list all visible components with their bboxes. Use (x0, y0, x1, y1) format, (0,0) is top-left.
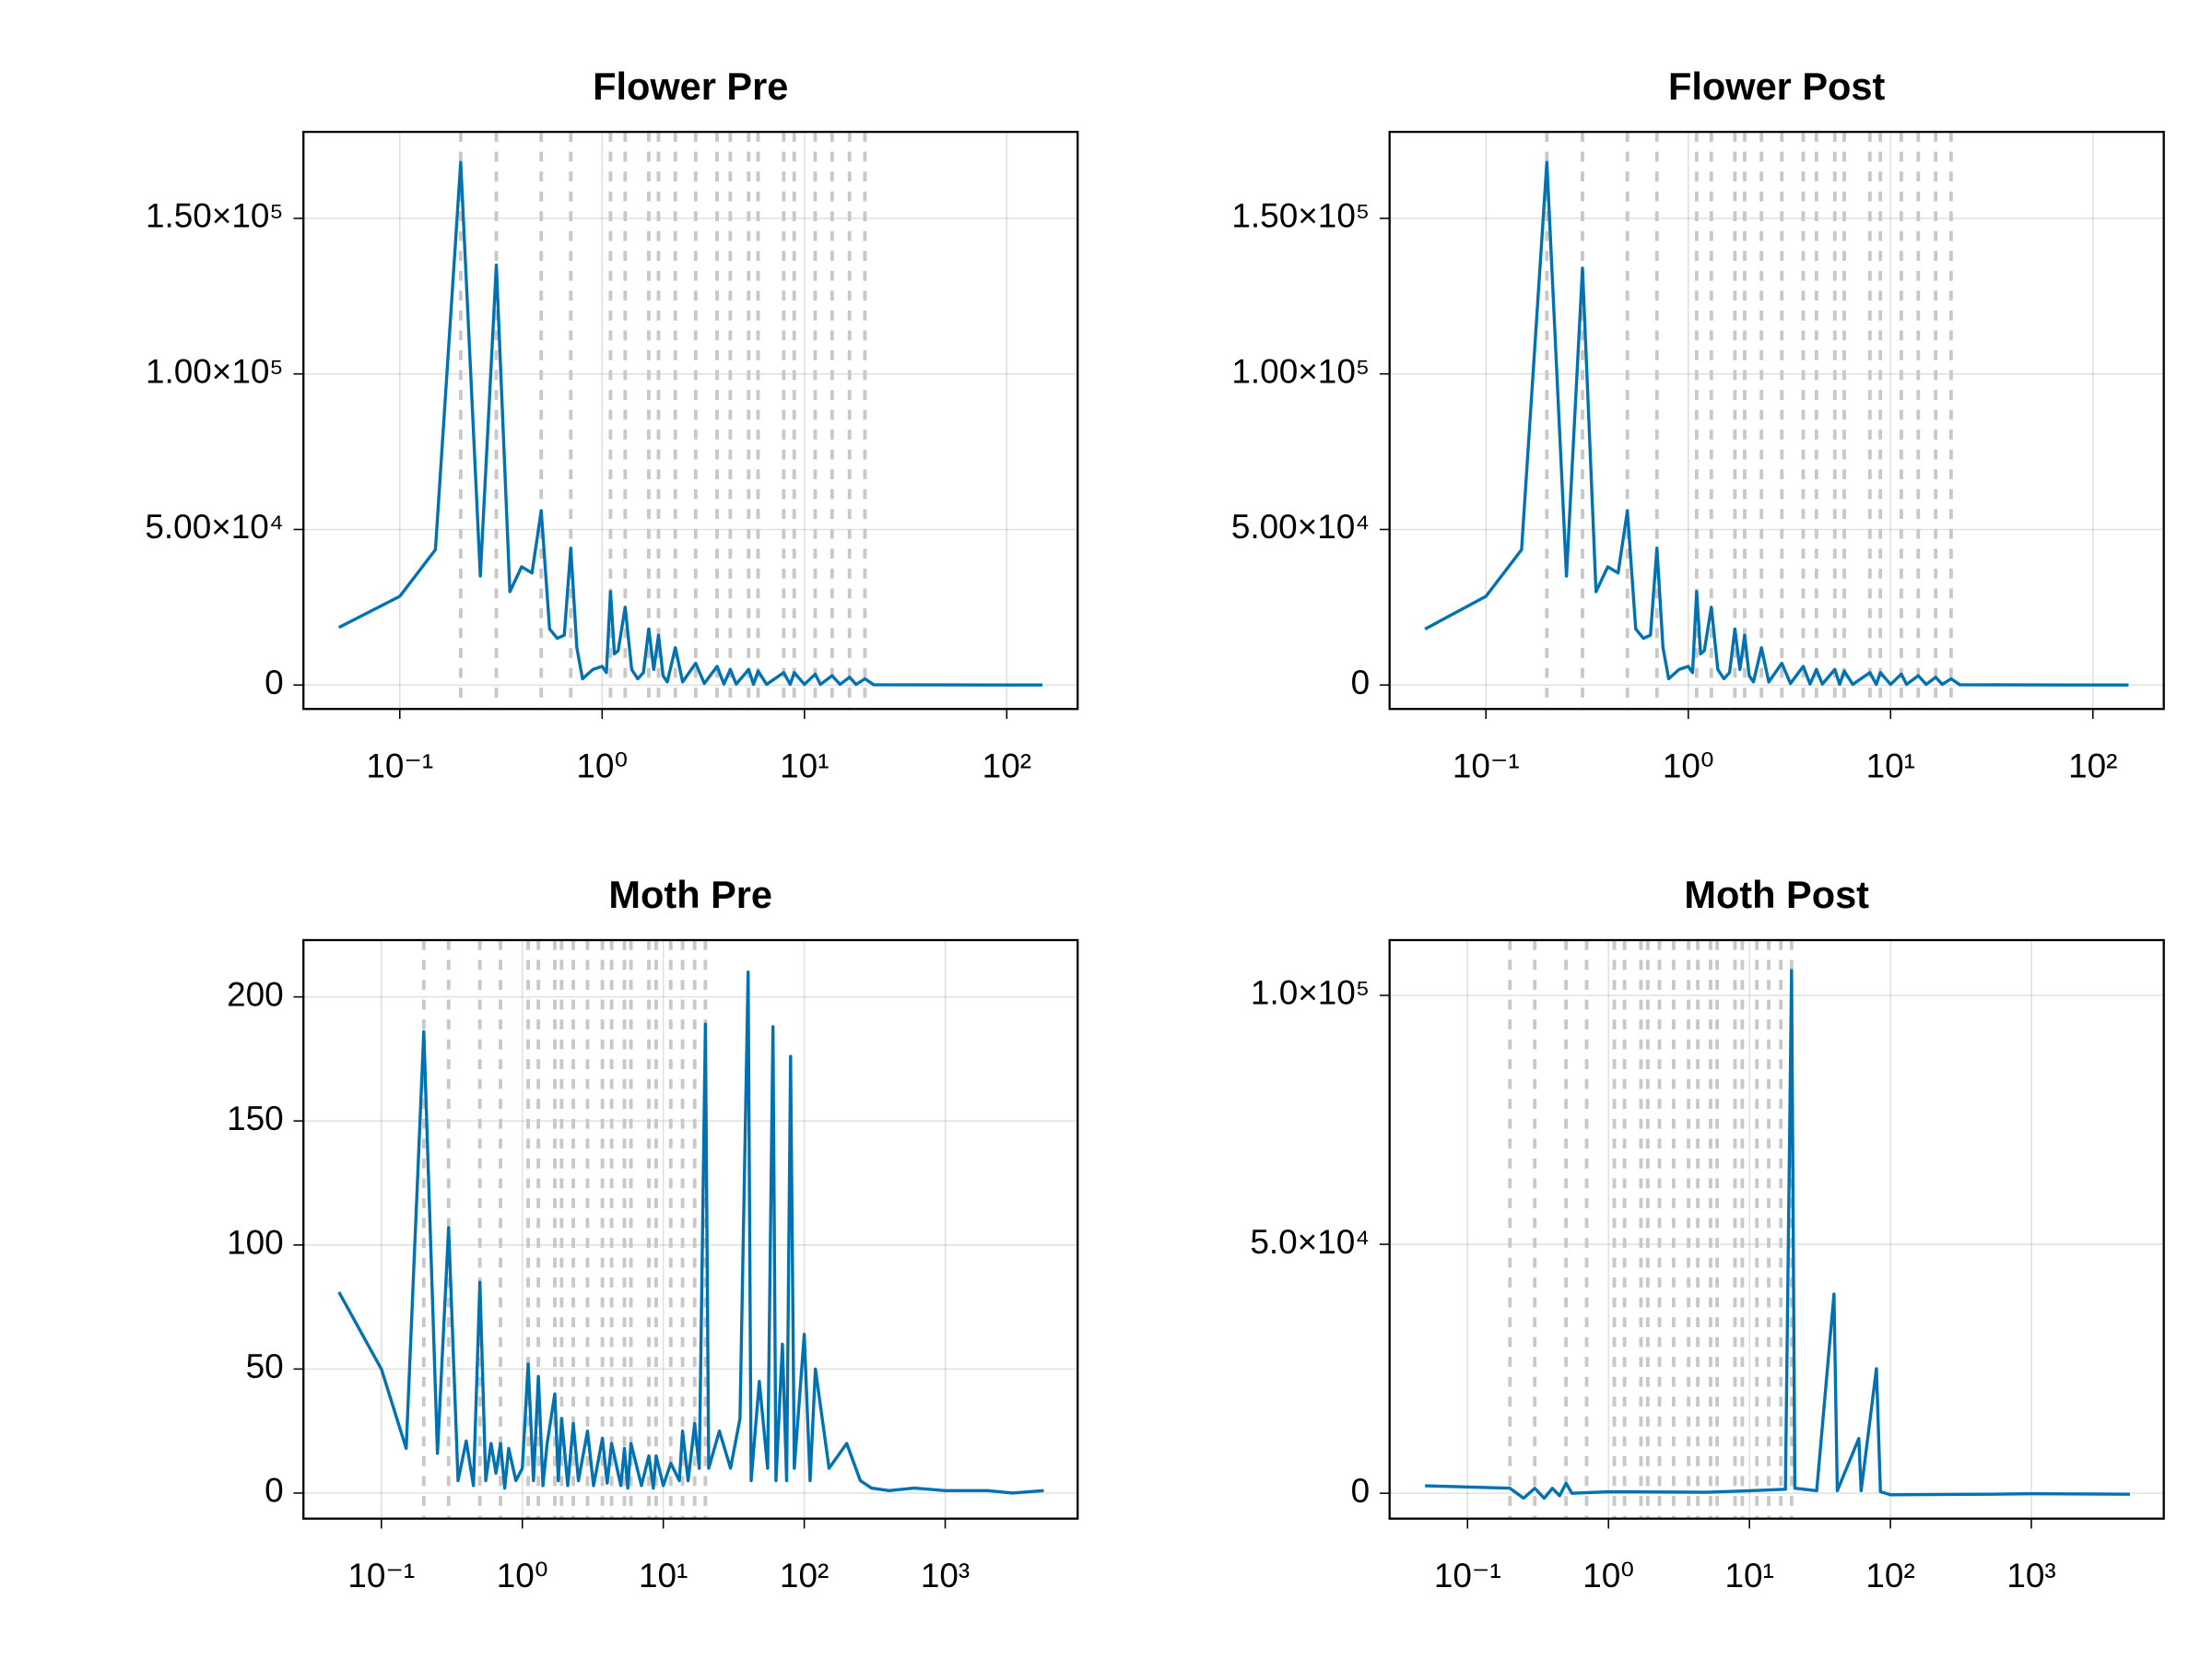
subplot: Moth Pre 10⁻¹ 10⁰ 10¹ 10² 10³ 0 50 100 150 200 (227, 873, 1079, 1594)
x-tick-label: 10⁰ (497, 1557, 548, 1594)
y-tick-label: 0 (1351, 664, 1371, 701)
y-tick-label: 5.00×10⁴ (145, 508, 283, 546)
subplot-title: Moth Pre (608, 873, 772, 916)
plot-frame (302, 938, 1079, 1520)
x-tick-label: 10⁻¹ (347, 1557, 415, 1594)
x-tick-label: 10³ (921, 1557, 970, 1594)
y-tick-label: 150 (227, 1100, 284, 1137)
y-tick-label: 5.00×10⁴ (1231, 508, 1370, 546)
x-tick-label: 10⁻¹ (1434, 1557, 1501, 1594)
subplot-title: Moth Post (1684, 873, 1869, 916)
plot-frame (302, 130, 1079, 711)
x-tick-label: 10² (780, 1557, 829, 1594)
data-line (337, 971, 1044, 1495)
x-tick-label: 10⁰ (1663, 747, 1714, 785)
x-tick-label: 10² (982, 747, 1031, 785)
x-tick-label: 10¹ (780, 747, 829, 785)
subplot: Flower Pre 10⁻¹ 10⁰ 10¹ 10² 0 5.00×10⁴ 1.00×10⁵… (145, 65, 1079, 785)
subplot: Moth Post 10⁻¹ 10⁰ 10¹ 10² 10³ 0 5.0×10⁴ 1.0×10⁵ (1250, 873, 2165, 1594)
y-tick-label: 1.00×10⁵ (1231, 352, 1370, 390)
x-tick-label: 10¹ (1866, 747, 1915, 785)
x-tick-label: 10¹ (1724, 1557, 1773, 1594)
y-tick-label: 100 (227, 1224, 284, 1262)
y-tick-label: 5.0×10⁴ (1250, 1223, 1370, 1261)
x-tick-label: 10² (2068, 747, 2117, 785)
y-tick-label: 1.50×10⁵ (1231, 197, 1370, 235)
y-tick-label: 50 (246, 1347, 284, 1385)
y-tick-label: 1.0×10⁵ (1251, 974, 1370, 1012)
x-tick-label: 10³ (2006, 1557, 2055, 1594)
y-tick-label: 0 (265, 664, 284, 701)
x-tick-label: 10⁻¹ (366, 747, 433, 785)
y-tick-label: 0 (265, 1472, 284, 1510)
data-line (337, 160, 1043, 687)
x-tick-label: 10² (1865, 1557, 1914, 1594)
x-tick-label: 10⁰ (576, 747, 628, 785)
y-tick-label: 1.50×10⁵ (146, 197, 284, 235)
x-tick-label: 10¹ (639, 1557, 688, 1594)
plot-frame (1388, 130, 2165, 711)
data-line (1425, 969, 2130, 1500)
x-tick-label: 10⁻¹ (1453, 747, 1520, 785)
subplot-title: Flower Post (1668, 65, 1885, 108)
x-tick-label: 10⁰ (1583, 1557, 1634, 1594)
data-line (1424, 160, 2129, 687)
y-tick-label: 0 (1351, 1472, 1371, 1510)
plot-frame (1388, 938, 2165, 1520)
subplot-title: Flower Pre (593, 65, 788, 108)
y-tick-label: 1.00×10⁵ (146, 352, 284, 390)
subplot: Flower Post 10⁻¹ 10⁰ 10¹ 10² 0 5.00×10⁴ 1.00×10… (1231, 65, 2165, 785)
y-tick-label: 200 (227, 975, 284, 1013)
